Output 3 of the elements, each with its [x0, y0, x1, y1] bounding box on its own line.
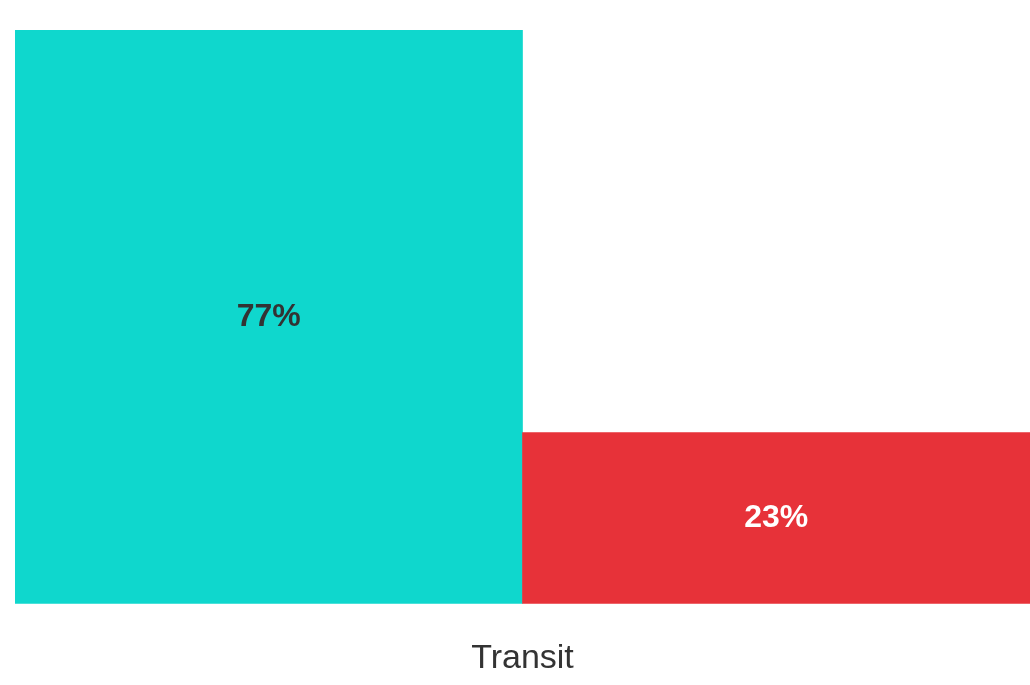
data-label: 77% — [236, 296, 301, 333]
x-axis-title: Transit — [471, 636, 575, 675]
data-label: 23% — [744, 497, 809, 534]
